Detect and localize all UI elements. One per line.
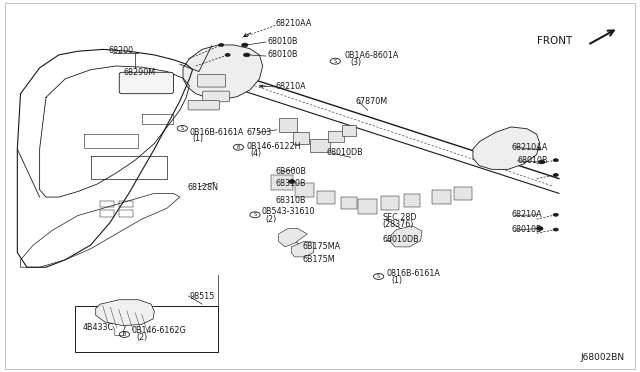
Text: 68200: 68200 bbox=[108, 46, 134, 55]
Text: 68010B: 68010B bbox=[268, 51, 298, 60]
Bar bbox=[100, 201, 114, 208]
Text: (2): (2) bbox=[266, 215, 277, 224]
FancyBboxPatch shape bbox=[188, 100, 220, 110]
Text: 67870M: 67870M bbox=[355, 97, 387, 106]
Text: 0B543-31610: 0B543-31610 bbox=[261, 207, 315, 217]
Text: FRONT: FRONT bbox=[537, 36, 572, 46]
Circle shape bbox=[553, 159, 558, 161]
Bar bbox=[342, 125, 356, 136]
Circle shape bbox=[225, 54, 230, 57]
Text: 68310B: 68310B bbox=[275, 179, 306, 188]
Text: 6B175MA: 6B175MA bbox=[302, 243, 340, 251]
Text: 67503: 67503 bbox=[246, 128, 271, 137]
Text: 0B16B-6161A: 0B16B-6161A bbox=[189, 128, 244, 137]
Text: 68210A: 68210A bbox=[275, 82, 306, 91]
FancyBboxPatch shape bbox=[119, 72, 173, 94]
Text: 6B600B: 6B600B bbox=[275, 167, 307, 176]
Text: 98515: 98515 bbox=[189, 292, 215, 301]
Polygon shape bbox=[390, 226, 422, 247]
Bar bbox=[431, 190, 451, 204]
Bar bbox=[454, 187, 472, 200]
Text: 68290M: 68290M bbox=[124, 68, 156, 77]
Bar bbox=[358, 199, 378, 214]
Text: J68002BN: J68002BN bbox=[580, 353, 625, 362]
Text: 0816B-6161A: 0816B-6161A bbox=[387, 269, 440, 278]
Text: 68010B: 68010B bbox=[268, 37, 298, 46]
Text: (3): (3) bbox=[351, 58, 362, 67]
Bar bbox=[404, 194, 420, 207]
Text: S: S bbox=[253, 212, 257, 217]
Text: SEC.28D: SEC.28D bbox=[383, 213, 417, 222]
Text: 0B146-6122H: 0B146-6122H bbox=[246, 142, 301, 151]
FancyBboxPatch shape bbox=[198, 74, 226, 87]
Circle shape bbox=[539, 160, 545, 164]
Polygon shape bbox=[278, 228, 307, 247]
Text: 68010DB: 68010DB bbox=[326, 148, 363, 157]
Bar bbox=[279, 118, 297, 132]
FancyBboxPatch shape bbox=[203, 91, 230, 102]
Text: 68210AA: 68210AA bbox=[275, 19, 312, 28]
Bar bbox=[100, 210, 114, 217]
Bar bbox=[75, 306, 218, 352]
Text: 68010B: 68010B bbox=[518, 155, 548, 165]
Polygon shape bbox=[96, 300, 154, 326]
Circle shape bbox=[553, 213, 558, 216]
Polygon shape bbox=[473, 127, 540, 169]
Circle shape bbox=[553, 228, 558, 231]
Circle shape bbox=[553, 173, 558, 176]
Text: (1): (1) bbox=[193, 134, 204, 143]
Text: B: B bbox=[237, 145, 240, 150]
Circle shape bbox=[289, 180, 295, 183]
Text: (1): (1) bbox=[392, 276, 403, 285]
Text: (2): (2) bbox=[136, 333, 148, 342]
Text: 4B433C: 4B433C bbox=[83, 323, 114, 331]
Text: B: B bbox=[123, 332, 126, 337]
Bar bbox=[119, 201, 133, 208]
Text: 68010B: 68010B bbox=[511, 225, 541, 234]
Circle shape bbox=[537, 227, 543, 230]
Circle shape bbox=[242, 43, 248, 47]
Bar bbox=[294, 183, 314, 197]
Bar bbox=[293, 132, 309, 144]
Text: 68310B: 68310B bbox=[275, 196, 306, 205]
Text: 0B146-6162G: 0B146-6162G bbox=[131, 326, 186, 335]
Text: 68210A: 68210A bbox=[511, 210, 542, 219]
Text: 68010DB: 68010DB bbox=[383, 235, 419, 244]
Bar bbox=[271, 175, 293, 190]
Text: 6B175M: 6B175M bbox=[302, 255, 335, 264]
Text: 68210AA: 68210AA bbox=[511, 143, 548, 152]
Polygon shape bbox=[183, 45, 262, 99]
Bar bbox=[340, 197, 356, 209]
Bar bbox=[328, 131, 344, 142]
Bar bbox=[381, 196, 399, 210]
Bar bbox=[119, 210, 133, 217]
Polygon shape bbox=[291, 241, 314, 257]
Text: (28376): (28376) bbox=[383, 220, 414, 229]
Text: S: S bbox=[377, 274, 380, 279]
Text: 0B1A6-8601A: 0B1A6-8601A bbox=[344, 51, 399, 60]
Text: (4): (4) bbox=[250, 149, 261, 158]
Circle shape bbox=[244, 53, 250, 57]
Bar bbox=[310, 139, 330, 152]
Text: S: S bbox=[180, 126, 184, 131]
Bar bbox=[317, 190, 335, 203]
Text: 68128N: 68128N bbox=[188, 183, 218, 192]
Circle shape bbox=[219, 44, 224, 46]
Text: S: S bbox=[333, 59, 337, 64]
